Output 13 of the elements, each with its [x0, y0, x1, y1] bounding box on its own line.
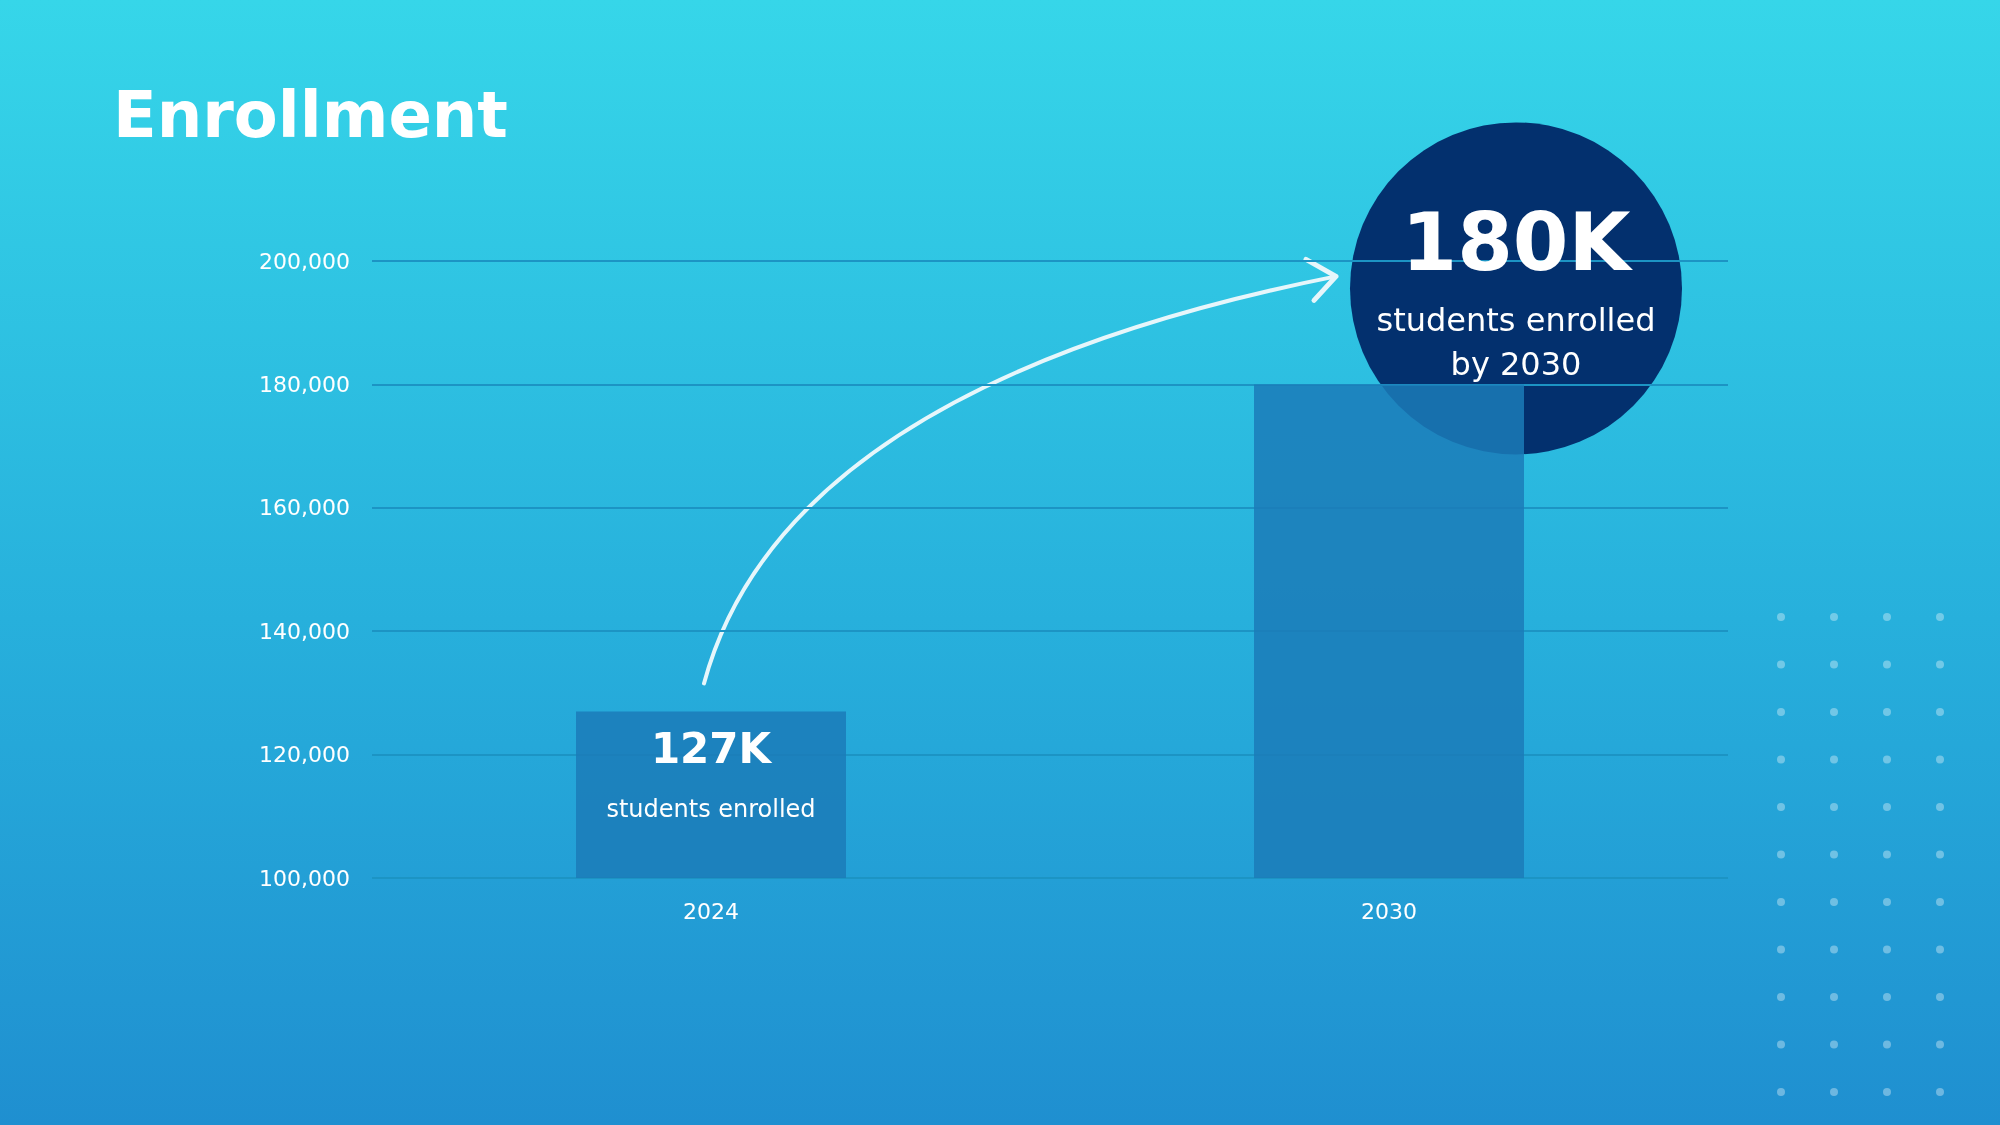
y-tick-label: 200,000: [259, 248, 350, 274]
y-tick-label: 100,000: [259, 865, 350, 891]
y-tick-label: 140,000: [259, 618, 350, 644]
data-label: 127K: [650, 723, 773, 773]
annotation: students enrolled by 2030: [1376, 301, 1656, 384]
y-tick-label: 120,000: [259, 742, 350, 768]
x-tick-label: 2024: [683, 898, 739, 924]
x-tick-label: 2030: [1361, 898, 1417, 924]
data-label: 180K: [1401, 195, 1634, 289]
annotation: students enrolled: [606, 795, 816, 824]
chart-title: Enrollment: [113, 78, 508, 152]
y-tick-label: 160,000: [259, 495, 350, 521]
y-tick-label: 180,000: [259, 371, 350, 397]
